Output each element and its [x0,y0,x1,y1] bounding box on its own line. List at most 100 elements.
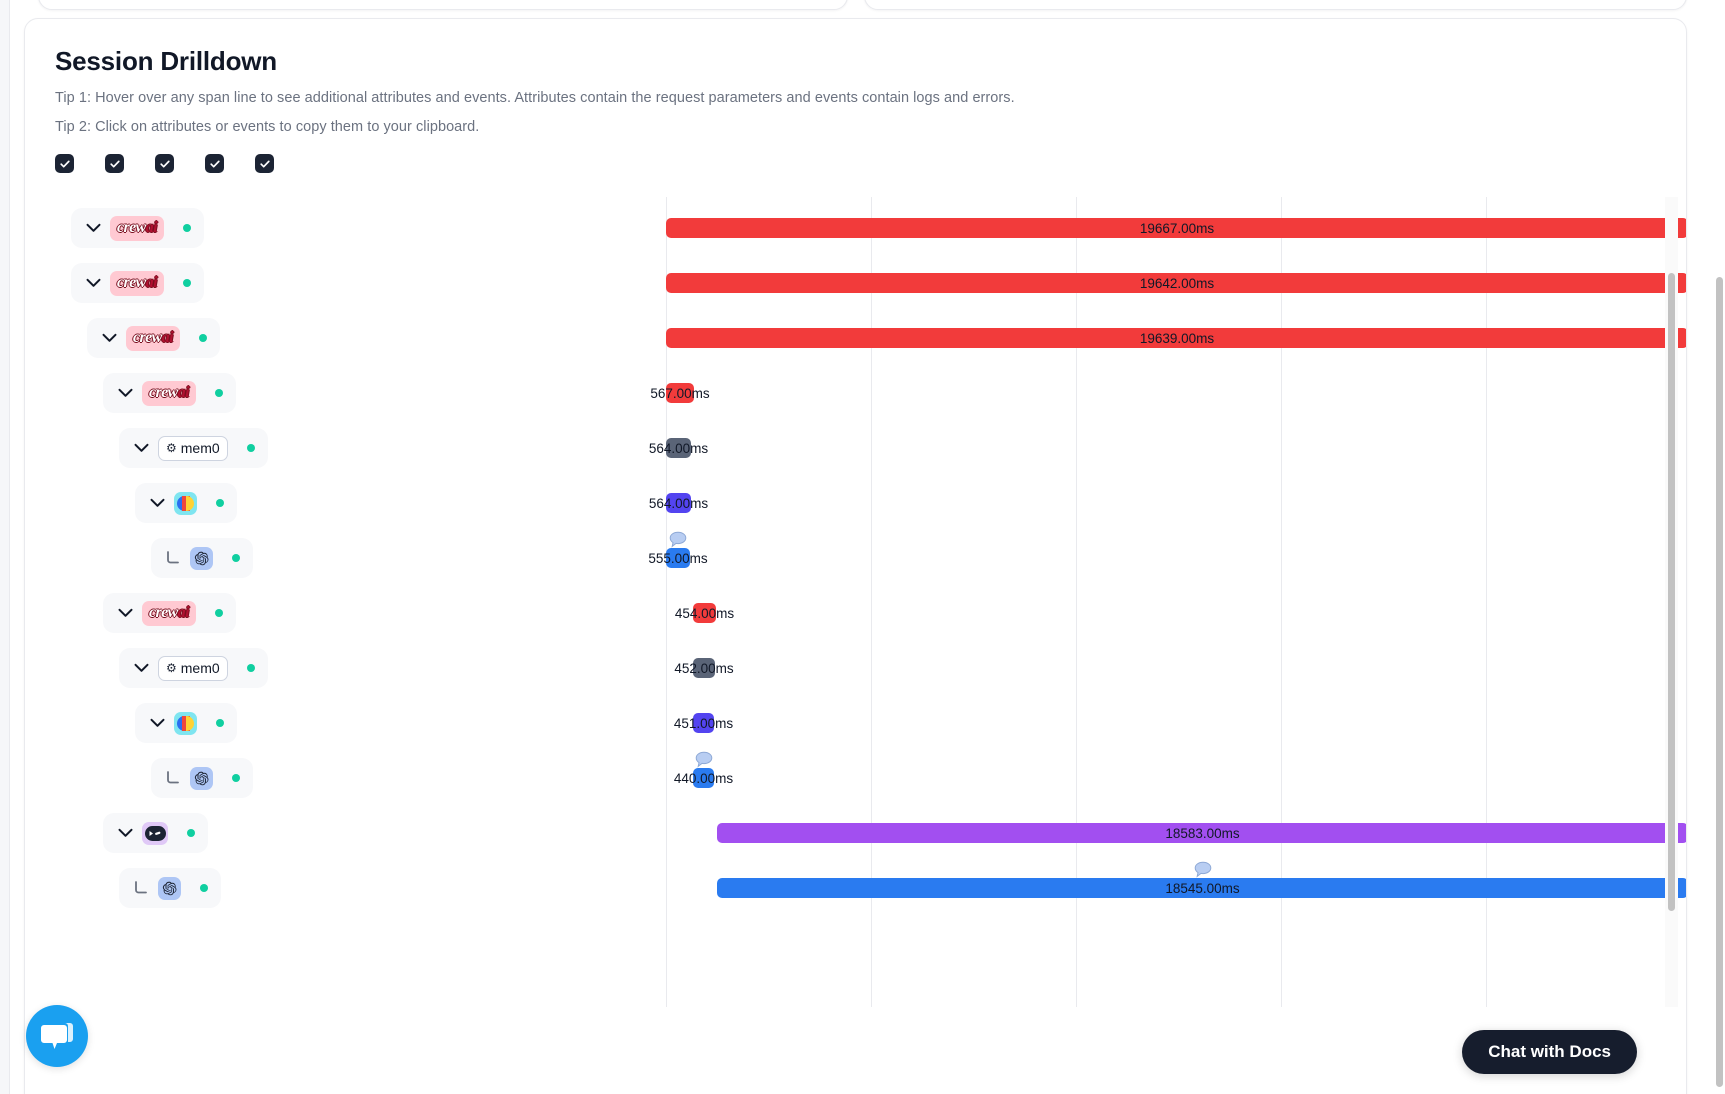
span-status-dot [246,664,255,672]
span-tree-row[interactable]: crewai [87,318,220,358]
filter-chroma[interactable] [155,154,183,173]
chat-widget-button[interactable] [26,1005,88,1067]
filter-embedchain[interactable] [105,154,133,173]
timeline-bar[interactable] [666,273,1686,293]
openai-icon [194,771,209,785]
timeline-duration-label: 19667.00ms [1139,221,1215,236]
page-left-edge [0,0,10,1094]
chat-with-docs-label: Chat with Docs [1488,1042,1611,1061]
crewai-logo-icon: crewai [142,380,196,406]
provider-filter-row [55,154,283,173]
span-tree-row[interactable]: ⚙ mem0 [119,648,268,688]
chromadb-logo-icon [174,711,197,735]
timeline-bar[interactable] [666,548,690,568]
timeline-bar[interactable] [666,328,1686,348]
timeline-duration-label: 555.00ms [648,551,708,566]
timeline-duration-label: 452.00ms [674,661,734,676]
timeline-gridline-4 [1486,197,1487,1007]
chromadb-logo-icon [174,491,197,515]
crewai-logo-icon: crewai [126,325,180,351]
span-tree-row[interactable] [135,703,237,743]
timeline-bar[interactable] [717,823,1686,843]
timeline-gridline-0 [666,197,667,1007]
drilldown-scrollbar[interactable] [1665,197,1678,1007]
chat-bubble-icon [41,1023,73,1049]
openai-logo-icon [190,766,213,790]
span-event-marker[interactable] [1194,861,1212,878]
openai-icon [194,551,209,565]
timeline-duration-label: 19642.00ms [1139,276,1215,291]
span-status-dot [216,719,224,727]
session-drilldown-card: Session Drilldown Tip 1: Hover over any … [24,18,1687,1094]
span-tree: crewai crewai crewai crewai ⚙ mem0 crewai ⚙ mem0 [25,197,621,1007]
span-tree-row[interactable]: crewai [103,593,236,633]
filter-openai[interactable] [205,154,233,173]
filter-langchain[interactable] [255,154,283,173]
summary-card-right [864,0,1687,10]
timeline-duration-label: 451.00ms [673,716,734,731]
span-tree-row[interactable] [151,538,253,578]
timeline-bar[interactable] [693,658,715,678]
timeline-bar[interactable] [693,768,714,788]
chevron-down-icon[interactable] [130,657,152,679]
timeline-bar[interactable] [666,383,694,403]
checkbox-openai[interactable] [205,154,224,173]
timeline-bar[interactable] [693,713,714,733]
crewai-logo-icon: crewai [110,215,164,241]
chevron-down-icon[interactable] [130,437,152,459]
span-tree-row[interactable]: ⚙ mem0 [119,428,268,468]
chevron-down-icon[interactable] [98,327,120,349]
crewai-logo-icon: crewai [110,270,164,296]
chevron-down-icon[interactable] [114,602,136,624]
span-timeline: 19667.00ms 19642.00ms 19639.00ms 567.00ms 56… [621,197,1686,1007]
span-tree-row[interactable] [103,813,208,853]
span-tree-row[interactable]: crewai [103,373,236,413]
span-event-bubble-icon[interactable] [1194,861,1212,878]
timeline-duration-label: 564.00ms [648,496,709,511]
checkbox-chroma[interactable] [155,154,174,173]
tip-line-2: Tip 2: Click on attributes or events to … [55,119,480,135]
langchain-logo-icon [142,821,168,845]
span-tree-row[interactable]: crewai [71,263,204,303]
span-event-bubble-icon[interactable] [669,531,687,548]
drilldown-body: crewai crewai crewai crewai ⚙ mem0 crewai ⚙ mem0… [25,197,1686,1007]
page-scrollbar[interactable] [1713,0,1725,1094]
timeline-gridline-3 [1281,197,1282,1007]
chevron-down-icon[interactable] [146,712,168,734]
span-tree-row[interactable] [151,758,253,798]
chevron-down-icon[interactable] [114,822,136,844]
checkbox-crewai[interactable] [55,154,74,173]
timeline-bar[interactable] [666,438,691,458]
tree-elbow-icon [162,547,184,569]
chat-with-docs-button[interactable]: Chat with Docs [1462,1030,1637,1074]
timeline-duration-label: 454.00ms [674,606,735,621]
filter-crewai[interactable] [55,154,83,173]
drilldown-scrollbar-thumb[interactable] [1668,273,1675,911]
timeline-bar[interactable] [666,493,691,513]
page-title: Session Drilldown [55,46,277,76]
chevron-down-icon[interactable] [146,492,168,514]
span-event-marker[interactable] [695,751,713,768]
span-status-dot [232,554,240,562]
page-scrollbar-thumb[interactable] [1716,277,1723,1087]
span-tree-row[interactable] [119,868,221,908]
openai-logo-icon [158,876,181,900]
span-event-bubble-icon[interactable] [695,751,713,768]
checkbox-embedchain[interactable] [105,154,124,173]
chevron-down-icon[interactable] [114,382,136,404]
openai-icon [162,881,177,895]
timeline-bar[interactable] [717,878,1686,898]
chevron-down-icon[interactable] [82,217,104,239]
crewai-logo-icon: crewai [142,600,196,626]
span-status-dot [182,224,191,232]
span-tree-row[interactable]: crewai [71,208,204,248]
summary-card-left [38,0,848,10]
span-event-marker[interactable] [669,531,687,548]
timeline-bar[interactable] [666,218,1686,238]
chevron-down-icon[interactable] [82,272,104,294]
tree-elbow-icon [130,877,152,899]
span-tree-row[interactable] [135,483,237,523]
checkbox-langchain[interactable] [255,154,274,173]
timeline-bar[interactable] [693,603,716,623]
